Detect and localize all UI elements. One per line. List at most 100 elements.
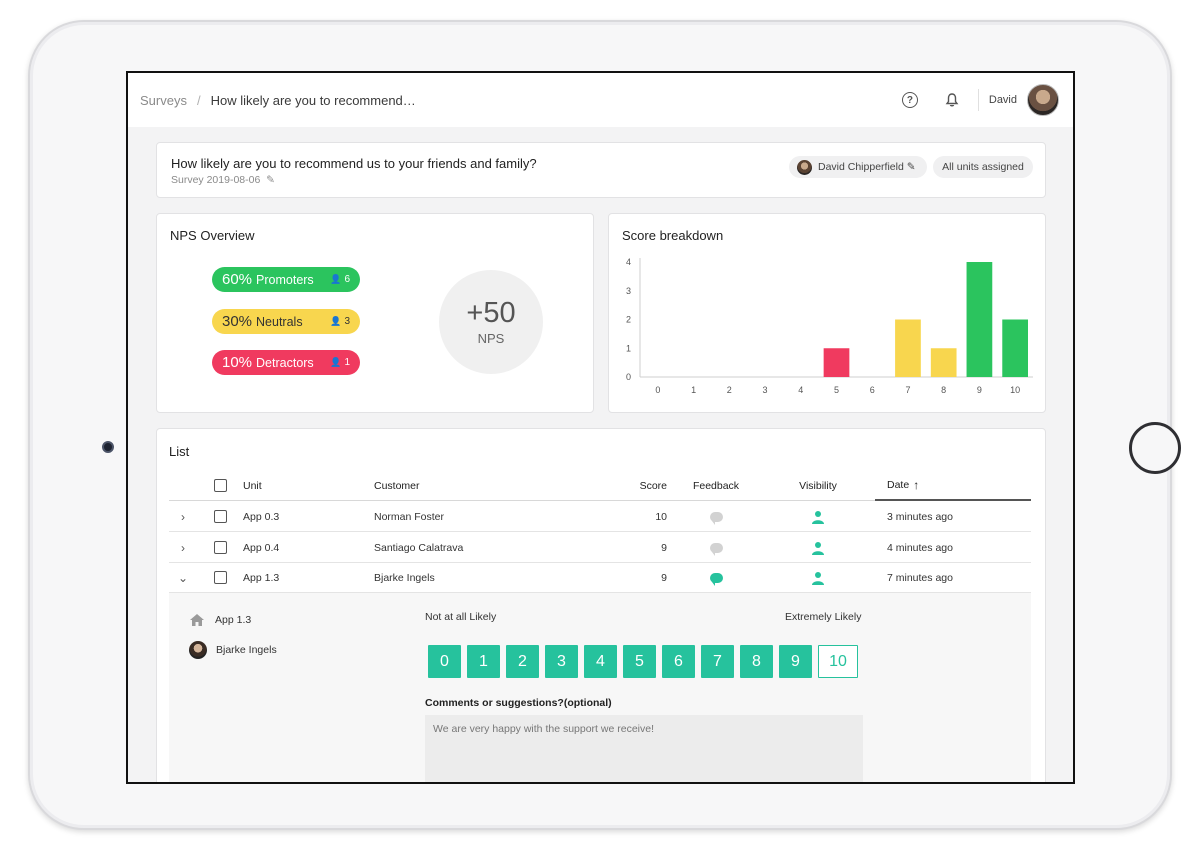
comment-icon[interactable] (709, 511, 723, 525)
row-visibility (761, 541, 875, 555)
header-visibility[interactable]: Visibility (799, 479, 837, 492)
y-tick-label: 1 (626, 343, 631, 353)
row-visibility (761, 571, 875, 585)
scale-option-3[interactable]: 3 (545, 645, 578, 678)
scale-option-6[interactable]: 6 (662, 645, 695, 678)
person-icon: 👤 (330, 357, 342, 367)
bell-icon[interactable] (944, 92, 960, 108)
row-customer: Norman Foster (374, 510, 445, 523)
detail-unit-label: App 1.3 (215, 614, 252, 626)
row-score: 9 (661, 541, 667, 554)
help-circle-icon[interactable]: ? (901, 92, 918, 108)
pencil-icon[interactable]: ✎ (263, 174, 275, 186)
x-tick-label: 2 (727, 385, 732, 395)
x-tick-label: 10 (1010, 385, 1020, 395)
scale-option-4[interactable]: 4 (584, 645, 617, 678)
user-name[interactable]: David (988, 94, 1017, 106)
scale-option-2[interactable]: 2 (506, 645, 539, 678)
neutrals-count: 👤 3 (330, 316, 350, 327)
scale-option-10[interactable]: 10 (818, 645, 858, 678)
y-tick-label: 0 (626, 372, 631, 382)
row-customer: Bjarke Ingels (374, 571, 435, 584)
person-icon[interactable] (812, 541, 824, 555)
comment-icon[interactable] (709, 542, 723, 556)
breadcrumb-current: How likely are you to recommend… (210, 92, 416, 108)
survey-header-card: How likely are you to recommend us to yo… (156, 142, 1046, 198)
header-customer[interactable]: Customer (374, 479, 420, 492)
score-scale: 0 1 2 3 4 5 6 7 8 9 10 (428, 645, 858, 678)
bar-score-9[interactable] (966, 262, 993, 377)
nps-label: NPS (477, 330, 505, 346)
survey-subtitle: Survey 2019-08-06 ✎ (171, 174, 275, 186)
person-icon[interactable] (812, 510, 824, 524)
scale-option-8[interactable]: 8 (740, 645, 773, 678)
header-date[interactable]: Date ↑ (875, 471, 1031, 501)
row-checkbox-cell (197, 541, 243, 554)
scale-option-0[interactable]: 0 (428, 645, 461, 678)
nps-overview-card: NPS Overview 60% Promoters 👤 6 30% Neutra… (156, 213, 594, 413)
bar-score-8[interactable] (930, 348, 957, 377)
nps-overview-title: NPS Overview (170, 228, 255, 243)
person-icon: 👤 (330, 316, 342, 326)
header-actions: ? David (901, 84, 1061, 116)
x-tick-label: 0 (655, 385, 660, 395)
header-unit[interactable]: Unit (243, 479, 262, 492)
row-detail-panel: App 1.3 Bjarke Ingels Not at all Likely … (169, 592, 1031, 782)
table-header: Unit Customer Score Feedback Visibility … (169, 471, 1031, 501)
list-card: List Unit Customer Score Feedback Visibi… (156, 428, 1046, 782)
chevron-right-icon[interactable]: › (181, 540, 185, 555)
row-feedback (671, 542, 761, 556)
comments-field[interactable]: We are very happy with the support we re… (425, 715, 863, 782)
select-all-checkbox[interactable] (213, 479, 227, 492)
detractors-count: 👤 1 (330, 357, 350, 368)
header-feedback[interactable]: Feedback (692, 479, 740, 492)
promoters-label: Promoters (256, 272, 314, 287)
scale-option-1[interactable]: 1 (467, 645, 500, 678)
row-checkbox[interactable] (213, 541, 227, 554)
score-breakdown-card: Score breakdown 0 1 2 3 4 0 1 2 3 4 5 6 7 8 9 10 (608, 213, 1046, 413)
scale-option-5[interactable]: 5 (623, 645, 656, 678)
table-row[interactable]: › App 0.3 Norman Foster 10 3 minutes ago (169, 502, 1031, 532)
detractors-pct: 10% (222, 354, 253, 371)
scale-option-9[interactable]: 9 (779, 645, 812, 678)
row-unit: App 0.4 (243, 541, 280, 554)
user-avatar[interactable] (1027, 84, 1059, 116)
y-tick-label: 3 (626, 286, 631, 296)
breadcrumb-surveys[interactable]: Surveys (140, 92, 187, 108)
row-feedback (671, 511, 761, 525)
survey-title: How likely are you to recommend us to yo… (171, 156, 537, 171)
pencil-icon[interactable]: ✎ (903, 161, 916, 173)
x-tick-label: 7 (905, 385, 910, 395)
person-icon[interactable] (812, 571, 824, 585)
scale-high-label: Extremely Likely (785, 611, 862, 623)
promoters-count: 👤 6 (330, 274, 350, 285)
bar-score-10[interactable] (1002, 319, 1028, 378)
table-row[interactable]: ⌄ App 1.3 Bjarke Ingels 9 7 minutes ago (169, 563, 1031, 593)
header-score[interactable]: Score (639, 479, 667, 492)
owner-name: David Chipperfield (818, 161, 904, 173)
row-visibility (761, 510, 875, 524)
table-row[interactable]: › App 0.4 Santiago Calatrava 9 4 minutes… (169, 533, 1031, 563)
survey-date: Survey 2019-08-06 (171, 174, 261, 186)
comment-icon[interactable] (709, 572, 723, 586)
chevron-down-icon[interactable]: ⌄ (177, 570, 189, 585)
detractors-pill[interactable]: 10% Detractors 👤 1 (212, 350, 360, 375)
row-checkbox[interactable] (213, 571, 227, 584)
owner-chip[interactable]: David Chipperfield ✎ (789, 156, 927, 178)
neutrals-pill[interactable]: 30% Neutrals 👤 3 (212, 309, 360, 334)
top-bar: Surveys / How likely are you to recommen… (128, 73, 1073, 127)
promoters-pill[interactable]: 60% Promoters 👤 6 (212, 267, 360, 292)
row-unit: App 0.3 (243, 510, 280, 523)
row-feedback (671, 572, 761, 586)
bar-score-5[interactable] (823, 348, 850, 377)
row-checkbox[interactable] (213, 510, 227, 523)
bar-score-7[interactable] (895, 319, 921, 378)
home-button[interactable] (1129, 422, 1181, 474)
scale-option-7[interactable]: 7 (701, 645, 734, 678)
score-breakdown-title: Score breakdown (622, 228, 724, 243)
camera-dot (102, 441, 114, 453)
promoters-pct: 60% (222, 271, 253, 288)
chevron-right-icon[interactable]: › (181, 509, 185, 524)
units-chip[interactable]: All units assigned (933, 156, 1033, 178)
neutrals-pct: 30% (222, 313, 253, 330)
